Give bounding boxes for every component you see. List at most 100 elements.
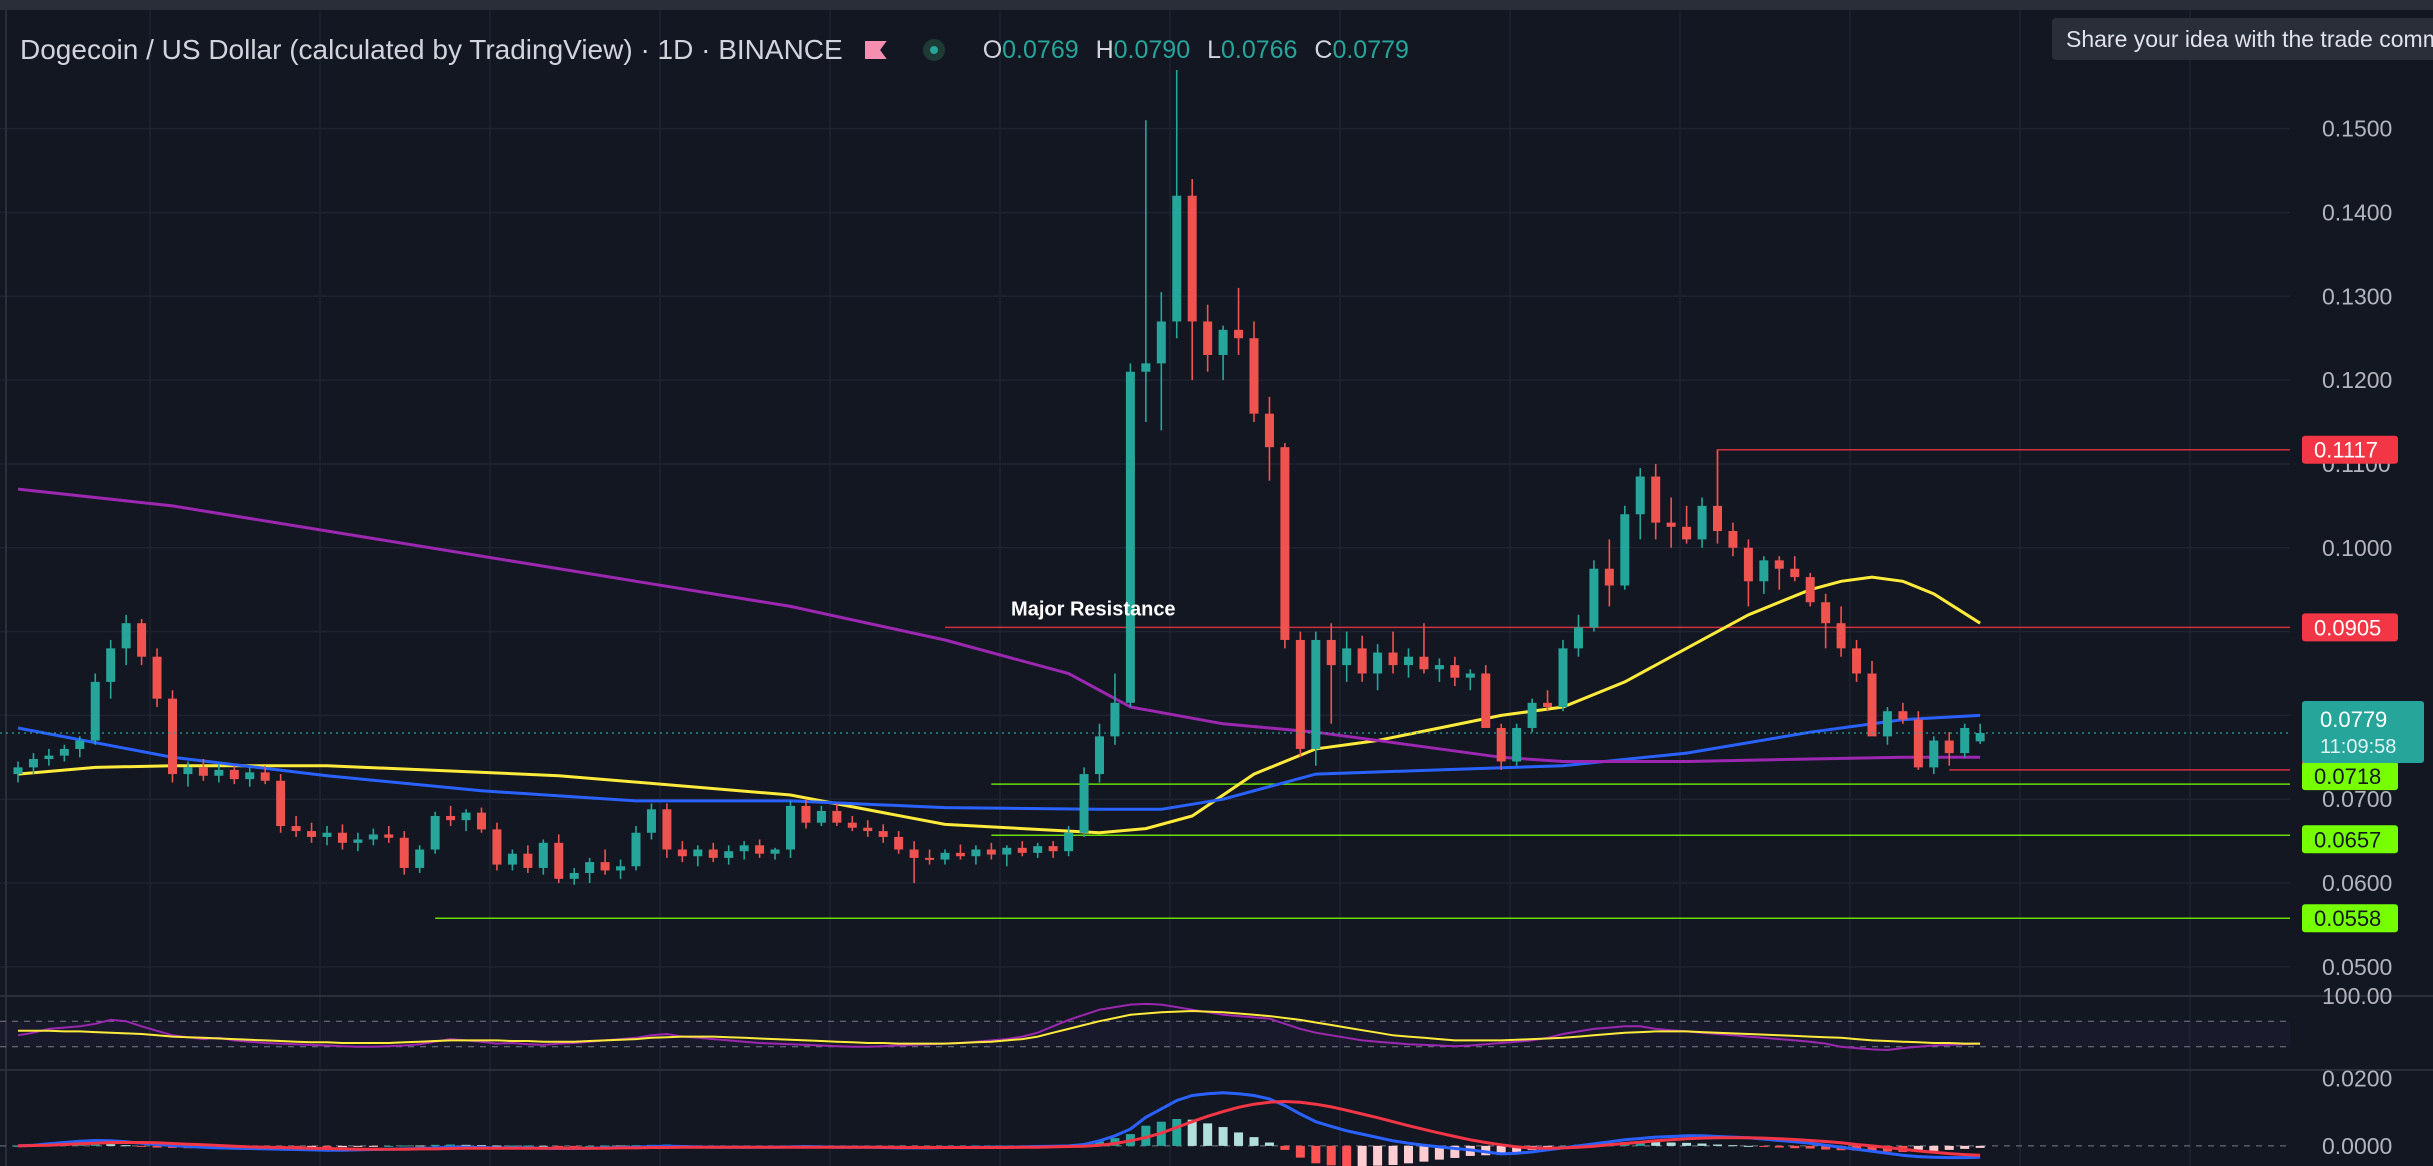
- macd-histogram-bar: [1295, 1145, 1305, 1158]
- close-label: C: [1314, 35, 1333, 64]
- macd-histogram-bar: [353, 1145, 363, 1147]
- oscillator-line: [18, 1009, 1981, 1045]
- macd-histogram-bar: [1743, 1145, 1753, 1147]
- candle-body: [971, 849, 981, 857]
- candle-body: [384, 834, 394, 838]
- chart-area[interactable]: 0.05000.06000.07000.08000.09000.10000.11…: [0, 10, 2433, 1166]
- chart-annotations[interactable]: Major Resistance: [1011, 598, 1176, 620]
- macd-histogram-bar: [1095, 1141, 1104, 1146]
- macd-histogram-bar: [1651, 1142, 1661, 1146]
- candle-body: [1821, 602, 1831, 624]
- level-label-bg: [2302, 762, 2398, 791]
- macd-histogram-bar: [1697, 1143, 1707, 1146]
- macd-histogram-bar: [1913, 1145, 1923, 1152]
- flag-icon[interactable]: [864, 41, 887, 59]
- macd-histogram-bar: [507, 1145, 517, 1147]
- candle-body: [492, 829, 502, 865]
- candle-body: [986, 849, 996, 855]
- price-tick-label: 0.1500: [2322, 116, 2392, 142]
- candle-body: [1110, 702, 1120, 737]
- macd-histogram-bar: [1326, 1145, 1336, 1166]
- low-label: L: [1207, 35, 1221, 64]
- ohlc-readout: O0.0769 H0.0790 L0.0766 C0.0779: [973, 36, 1409, 65]
- candle-body: [13, 767, 23, 775]
- candle-body: [554, 842, 564, 879]
- high-label: H: [1095, 35, 1114, 64]
- macd-tick-label: 0.0200: [2322, 1066, 2392, 1092]
- macd-histogram-bar: [368, 1145, 378, 1147]
- macd-histogram-bar: [1774, 1145, 1784, 1148]
- candle-body: [662, 809, 672, 850]
- candle-body: [770, 849, 780, 854]
- candle-body: [1002, 847, 1012, 855]
- candle-body: [1682, 526, 1692, 540]
- horizontal-levels[interactable]: [435, 448, 2290, 919]
- macd-histogram-bar: [631, 1145, 641, 1147]
- macd-histogram-bar: [322, 1145, 332, 1148]
- candle-body: [816, 810, 826, 823]
- macd-histogram-bar: [1805, 1145, 1815, 1149]
- candle-body: [1496, 727, 1506, 762]
- macd-histogram-bar: [1187, 1119, 1197, 1146]
- candle-body: [137, 623, 147, 657]
- price-tick-label: 0.1300: [2322, 283, 2392, 309]
- candle-body: [940, 852, 950, 860]
- macd-histogram-bar: [1141, 1125, 1151, 1146]
- macd-histogram-bar: [13, 1145, 23, 1147]
- price-tick-label: 0.1200: [2322, 367, 2392, 393]
- candle-body: [1295, 639, 1305, 749]
- candlestick-series[interactable]: [13, 70, 1985, 885]
- candle-body: [1141, 363, 1151, 372]
- macd-histogram-bar: [1666, 1142, 1676, 1146]
- open-value: 0.0769: [1002, 35, 1079, 64]
- candle-body: [1960, 727, 1970, 754]
- candle-body: [1604, 568, 1614, 586]
- candle-body: [569, 872, 579, 879]
- candle-body: [786, 805, 795, 850]
- candle-body: [1079, 774, 1089, 833]
- candle-body: [1264, 413, 1274, 448]
- annotation-label: Major Resistance: [1011, 598, 1176, 620]
- candle-body: [1249, 338, 1259, 414]
- candle-body: [832, 810, 842, 823]
- level-label-text: 0.0558: [2314, 906, 2381, 931]
- candle-body: [724, 851, 734, 858]
- macd-histogram-bar: [1682, 1142, 1692, 1146]
- candle-body: [214, 769, 224, 776]
- osc-axis-label: 100.00: [2322, 983, 2392, 1009]
- grid-lines: [0, 10, 2290, 1166]
- candle-body: [106, 648, 116, 682]
- macd-histogram-bar: [1635, 1142, 1645, 1146]
- high-value: 0.0790: [1113, 35, 1191, 64]
- macd-histogram-bar: [307, 1145, 317, 1148]
- level-label-bg: [2302, 904, 2398, 933]
- price-tick-label: 0.0700: [2322, 786, 2392, 812]
- macd-pane: [0, 1091, 2290, 1166]
- candle-body: [1558, 648, 1568, 708]
- candle-body: [693, 849, 703, 857]
- macd-histogram-bar: [523, 1145, 533, 1147]
- candle-body: [646, 809, 656, 833]
- candle-body: [801, 805, 811, 823]
- candle-body: [1311, 639, 1321, 749]
- symbol-title[interactable]: Dogecoin / US Dollar (calculated by Trad…: [20, 34, 843, 65]
- eye-dot-icon[interactable]: [922, 39, 945, 61]
- moving-averages: [17, 487, 1981, 835]
- moving-average-line: [17, 487, 1981, 763]
- level-label-bg: [2302, 613, 2398, 642]
- candle-body: [878, 831, 888, 837]
- candle-body: [600, 862, 610, 871]
- candle-body: [307, 831, 317, 837]
- macd-histogram-bar: [569, 1145, 579, 1147]
- macd-tick-label: 0.0000: [2322, 1133, 2392, 1159]
- candle-body: [1280, 447, 1290, 640]
- candle-body: [415, 849, 425, 868]
- macd-histogram-bar: [1944, 1145, 1954, 1150]
- candle-body: [368, 834, 378, 840]
- candle-body: [1419, 656, 1429, 670]
- candle-body: [1017, 847, 1027, 853]
- candle-body: [1388, 652, 1398, 666]
- macd-histogram-bar: [492, 1145, 502, 1147]
- macd-histogram-bar: [1234, 1132, 1244, 1146]
- candle-body: [1867, 673, 1877, 737]
